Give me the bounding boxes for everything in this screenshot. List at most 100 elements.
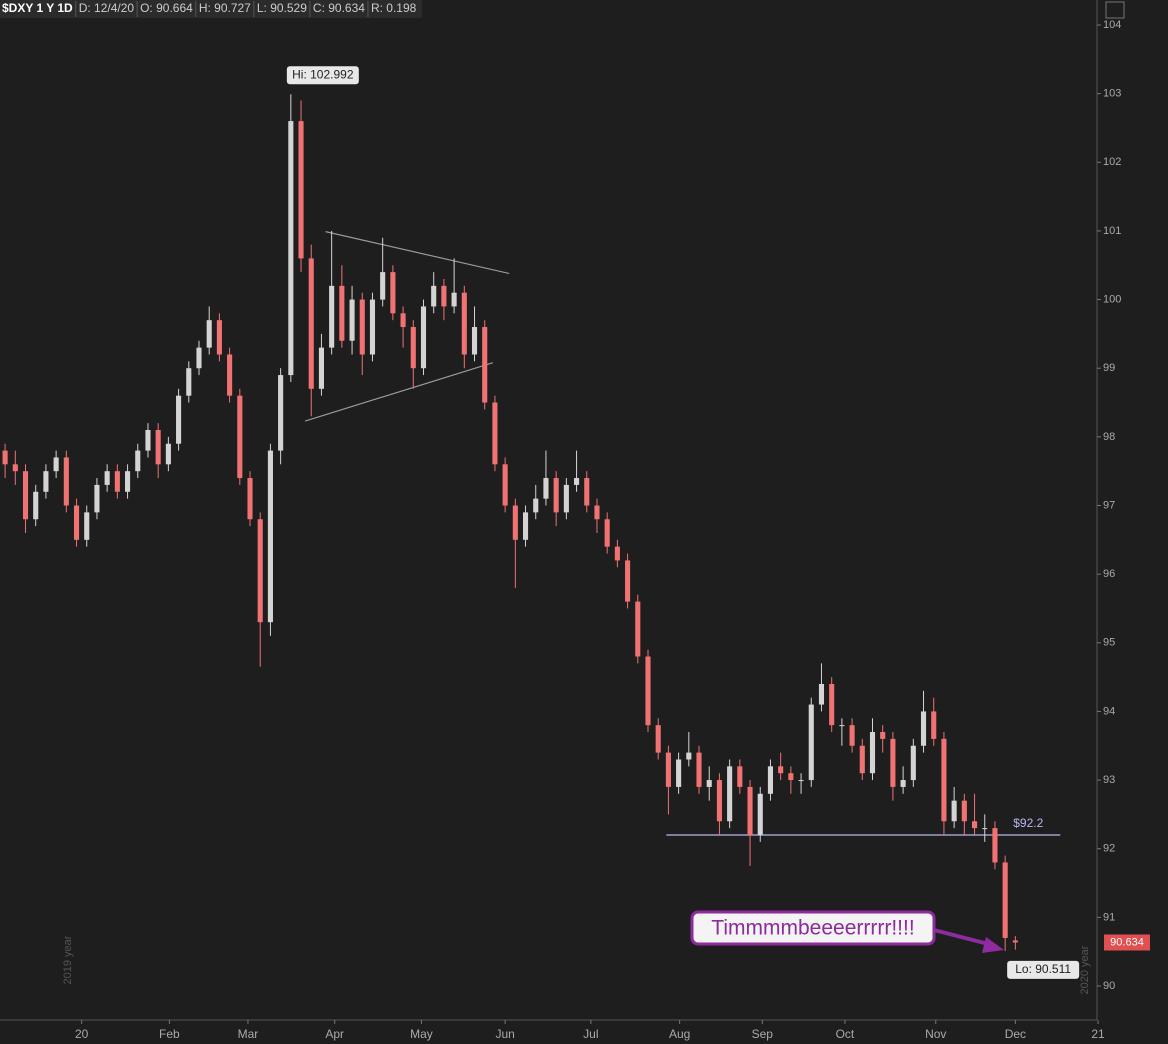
candle [553,471,559,527]
candle-body [339,285,345,341]
hi-label: Hi: 102.992 [292,67,354,81]
candle-body [104,471,110,485]
candle-body [502,464,508,506]
candle [288,94,294,382]
candle [818,663,825,712]
candle-body [829,683,835,726]
candle [614,539,620,568]
axis-icon[interactable] [1105,1,1125,19]
y-tick-label: 92 [1103,843,1115,855]
candle [267,443,273,636]
callout-arrowhead [982,937,1004,953]
candle [665,745,671,815]
x-tick-label: Feb [159,1027,180,1041]
candle-body [971,821,978,829]
candle-body [696,752,702,787]
candle-body [257,519,263,623]
candle-body [543,478,549,499]
y-tick-label: 96 [1103,568,1115,580]
candle [196,340,202,376]
candle [737,759,743,794]
candle-body [369,299,376,355]
candle [502,457,508,513]
candle-body [33,491,39,520]
candle [84,505,90,547]
candle-body [880,732,886,739]
candle [1002,855,1008,951]
candle-body [431,285,437,307]
header-bar [0,0,422,18]
candle-body [482,327,488,403]
y-tick-label: 91 [1103,911,1115,923]
candle-body [267,450,273,623]
candle-body [676,759,682,787]
candle [982,814,988,842]
candle [869,718,876,781]
candle [257,512,263,667]
candle-body [206,320,212,348]
candle-body [441,285,447,307]
candle [522,505,529,547]
candle-body [563,484,569,513]
candle-body [492,402,498,465]
candle-body [63,457,69,506]
candle-body [992,828,998,863]
candle [961,793,967,835]
candle-body [604,519,610,547]
candle-body [788,773,794,781]
candle-body [186,368,192,396]
candle-body [747,786,753,835]
header-field: L: 90.529 [257,1,307,15]
candle [910,738,916,787]
candle [298,100,304,273]
candle [125,464,131,499]
candle [971,793,978,835]
header-field: D: 12/4/20 [79,1,135,15]
candle-body [737,766,743,787]
x-tick-label: 20 [75,1027,89,1041]
candle-body [390,272,396,314]
candle-body [216,320,222,355]
candle-body [635,601,641,657]
candle-body [176,395,182,444]
y-tick-label: 90 [1103,980,1115,992]
candle-body [53,457,59,472]
candle [135,443,141,479]
candle-body [298,121,304,259]
candle [859,738,865,781]
candle [655,718,661,760]
last-price-label: 90.634 [1110,936,1144,948]
candle-body [686,752,692,760]
y-tick-label: 103 [1103,88,1121,100]
candle-body [584,478,590,506]
trendline [304,362,494,422]
candle-body [12,464,18,472]
candle [359,292,365,376]
candle [839,718,845,746]
candle [543,450,549,506]
candle [706,766,712,801]
y-tick-label: 95 [1103,637,1115,649]
candle [471,306,478,362]
x-tick-label: Sep [752,1027,774,1041]
y-tick-label: 104 [1103,19,1121,31]
candle-body [227,354,233,396]
candle-body [574,478,580,485]
lo-label: Lo: 90.511 [1015,962,1071,976]
candle [584,471,590,513]
candle [778,752,784,781]
header-field: C: 90.634 [313,1,365,15]
candle [604,512,610,554]
x-tick-label: May [410,1027,433,1041]
candle [533,484,539,520]
candle-body [145,429,151,451]
candle [880,725,886,753]
header-field: H: 90.727 [199,1,251,15]
candle-body [849,725,855,746]
candle-body [645,656,651,726]
candle [2,443,8,479]
candle-body [706,780,712,787]
callout-box [690,910,936,946]
